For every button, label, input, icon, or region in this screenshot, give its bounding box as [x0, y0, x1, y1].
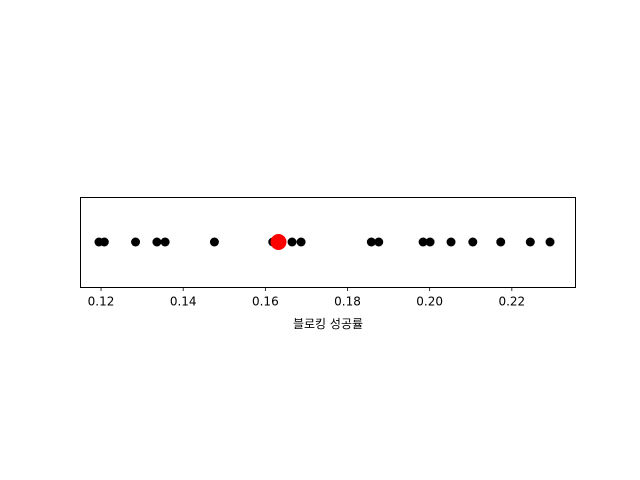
data-point: [446, 237, 456, 247]
data-point: [366, 237, 376, 247]
data-point: [160, 237, 170, 247]
data-point: [296, 237, 306, 247]
highlight-point: [270, 234, 287, 250]
data-point: [287, 237, 297, 247]
x-axis-ticks: 0.12 0.14 0.16 0.18 0.20 0.22: [88, 287, 525, 309]
plot-frame: [80, 197, 576, 288]
data-point: [99, 237, 109, 247]
x-tick-label: 0.12: [88, 295, 115, 309]
x-tick-label: 0.22: [498, 295, 525, 309]
data-point: [209, 237, 219, 247]
data-point: [525, 237, 535, 247]
data-point: [152, 237, 162, 247]
x-tick-label: 0.18: [334, 295, 361, 309]
x-tick-label: 0.20: [416, 295, 443, 309]
data-point: [418, 237, 428, 247]
data-point: [496, 237, 506, 247]
data-points: [94, 234, 555, 250]
x-tick-label: 0.14: [170, 295, 197, 309]
data-point: [545, 237, 555, 247]
x-axis-label: 블로킹 성공률: [293, 317, 363, 331]
data-point: [131, 237, 141, 247]
x-tick-label: 0.16: [252, 295, 279, 309]
data-point: [468, 237, 478, 247]
data-point: [374, 237, 384, 247]
data-point: [425, 237, 435, 247]
